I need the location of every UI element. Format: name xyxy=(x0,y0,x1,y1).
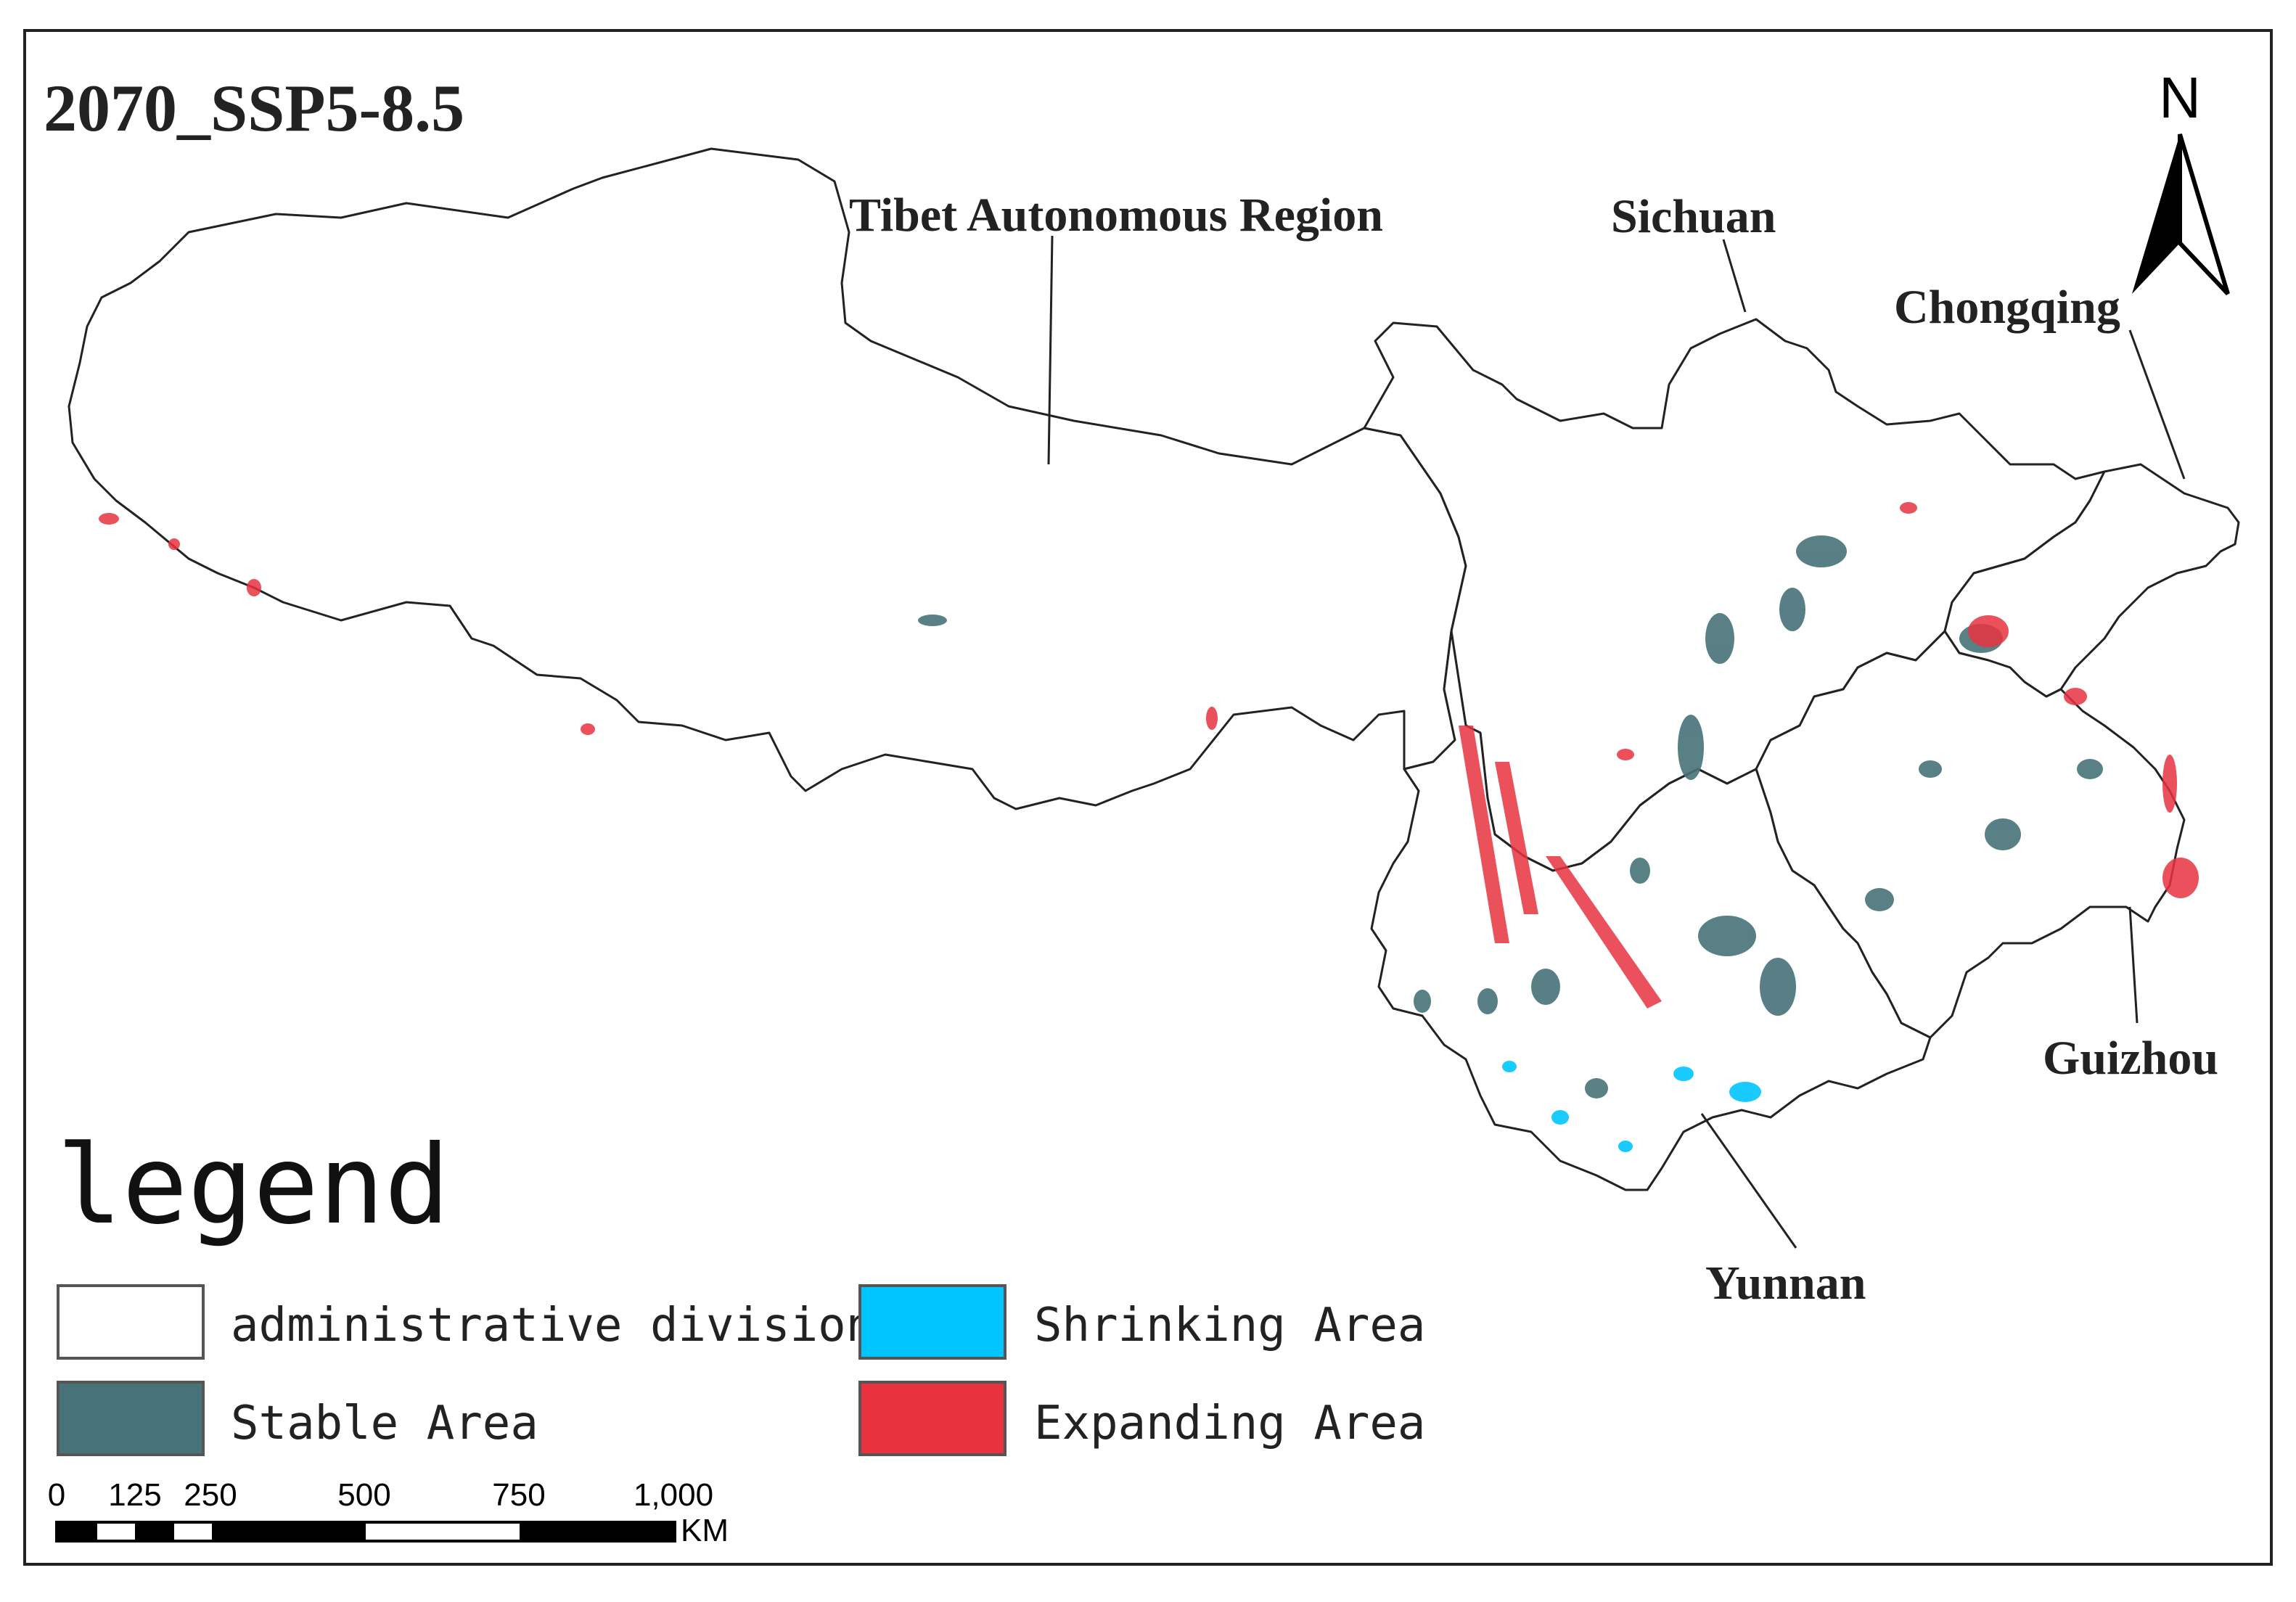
label-chongqing: Chongqing xyxy=(1894,281,2120,334)
legend-label-expanding-area: Expanding Area xyxy=(1034,1397,1425,1450)
label-tibet: Tibet Autonomous Region xyxy=(849,189,1383,242)
legend: legend administrative division Shrinking… xyxy=(57,1122,1425,1456)
label-sichuan: Sichuan xyxy=(1611,190,1776,243)
map-title: 2070_SSP5-8.5 xyxy=(44,71,464,145)
chongqing-boundary xyxy=(1943,463,2240,698)
scale-tick-250: 250 xyxy=(184,1477,237,1513)
legend-label-shrinking-area: Shrinking Area xyxy=(1034,1299,1425,1352)
north-arrow-icon: N xyxy=(2132,65,2230,296)
label-guizhou: Guizhou xyxy=(2043,1032,2218,1085)
scale-tick-1000: 1,000 xyxy=(634,1477,713,1513)
label-yunnan: Yunnan xyxy=(1705,1257,1866,1310)
legend-swatch-administrative-division xyxy=(57,1284,205,1360)
scale-bar: 0 125 250 500 750 1,000 KM xyxy=(48,1477,729,1548)
legend-swatch-stable-area xyxy=(57,1381,205,1456)
legend-swatch-shrinking-area xyxy=(858,1284,1006,1360)
legend-swatch-expanding-area xyxy=(858,1381,1006,1456)
legend-title: legend xyxy=(57,1122,450,1249)
scale-tick-125: 125 xyxy=(108,1477,161,1513)
legend-label-stable-area: Stable Area xyxy=(231,1397,538,1450)
administrative-boundaries xyxy=(67,147,2240,1191)
legend-label-administrative-division: administrative division xyxy=(231,1299,874,1352)
stable-area-patches xyxy=(918,535,2103,1098)
scale-tick-750: 750 xyxy=(492,1477,545,1513)
region-labels: Tibet Autonomous Region Sichuan Chongqin… xyxy=(849,189,2218,1310)
expanding-area-patches xyxy=(99,502,2199,1009)
scale-tick-0: 0 xyxy=(48,1477,65,1513)
scale-unit: KM xyxy=(681,1513,729,1548)
scale-tick-500: 500 xyxy=(337,1477,390,1513)
tibet-boundary xyxy=(67,147,1467,810)
shrinking-area-patches xyxy=(1502,1061,1761,1152)
north-arrow-label: N xyxy=(2159,65,2201,130)
yunnan-boundary xyxy=(1370,630,1932,1191)
